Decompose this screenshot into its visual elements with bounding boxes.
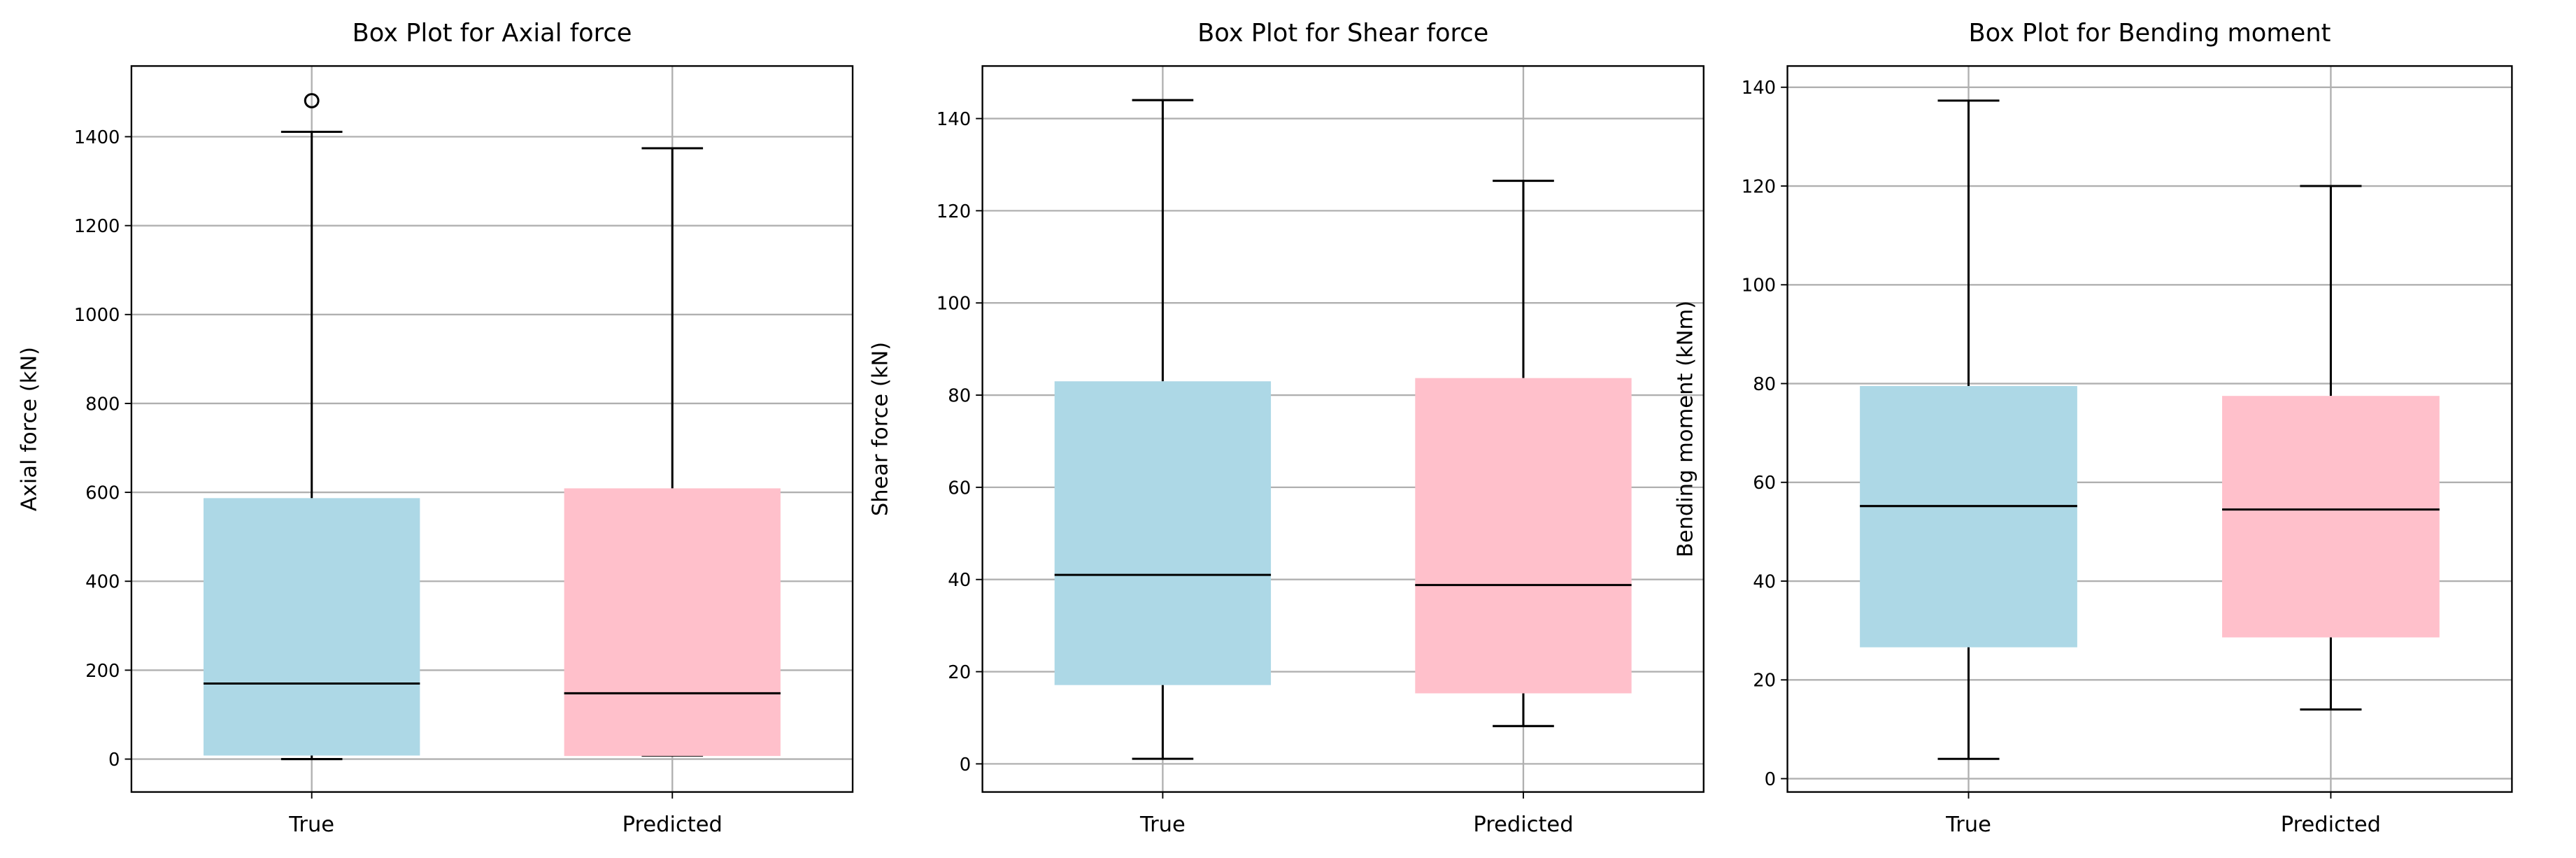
y-axis-label: Shear force (kN) xyxy=(868,342,892,516)
x-tick-label: Predicted xyxy=(622,813,723,837)
y-tick-label: 800 xyxy=(85,394,120,415)
axes-frame xyxy=(1786,65,2513,793)
y-tick-label: 100 xyxy=(1742,276,1776,296)
y-tick-label: 0 xyxy=(108,750,120,771)
y-tick-label: 100 xyxy=(937,294,971,315)
y-tick-label: 140 xyxy=(937,109,971,130)
y-tick-label: 140 xyxy=(1742,78,1776,99)
y-tick-label: 60 xyxy=(1753,473,1776,494)
box xyxy=(2222,396,2440,638)
box xyxy=(1860,386,2077,648)
y-tick-label: 40 xyxy=(1753,571,1776,592)
box xyxy=(1054,381,1272,685)
y-tick-label: 120 xyxy=(1742,176,1776,197)
y-axis-label: Bending moment (kNm) xyxy=(1673,301,1698,557)
box xyxy=(1415,378,1632,694)
y-tick-label: 40 xyxy=(948,570,971,591)
y-tick-label: 120 xyxy=(937,201,971,222)
y-tick-label: 0 xyxy=(1765,769,1776,790)
axes-frame xyxy=(130,65,854,793)
x-tick-label: Predicted xyxy=(2281,813,2381,837)
y-tick-label: 600 xyxy=(85,482,120,503)
chart-title: Box Plot for Bending moment xyxy=(1968,19,2331,48)
axes-frame xyxy=(981,65,1705,793)
x-tick-label: Predicted xyxy=(1473,813,1573,837)
y-axis-label: Axial force (kN) xyxy=(17,347,42,511)
x-tick-label: True xyxy=(1139,813,1186,837)
x-tick-label: True xyxy=(288,813,334,837)
y-tick-label: 400 xyxy=(85,572,120,593)
box xyxy=(204,498,420,756)
outlier xyxy=(304,93,320,108)
chart-title: Box Plot for Shear force xyxy=(1197,19,1488,48)
x-tick-label: True xyxy=(1945,813,1991,837)
chart-title: Box Plot for Axial force xyxy=(353,19,632,48)
y-tick-label: 1200 xyxy=(74,216,120,237)
y-tick-label: 20 xyxy=(1753,671,1776,692)
y-tick-label: 20 xyxy=(948,662,971,683)
y-tick-label: 1400 xyxy=(74,127,120,148)
y-tick-label: 1000 xyxy=(74,305,120,326)
box xyxy=(564,488,781,757)
y-tick-label: 0 xyxy=(960,755,971,775)
y-tick-label: 80 xyxy=(1753,374,1776,395)
y-tick-label: 60 xyxy=(948,478,971,499)
y-tick-label: 80 xyxy=(948,385,971,406)
y-tick-label: 200 xyxy=(85,661,120,682)
